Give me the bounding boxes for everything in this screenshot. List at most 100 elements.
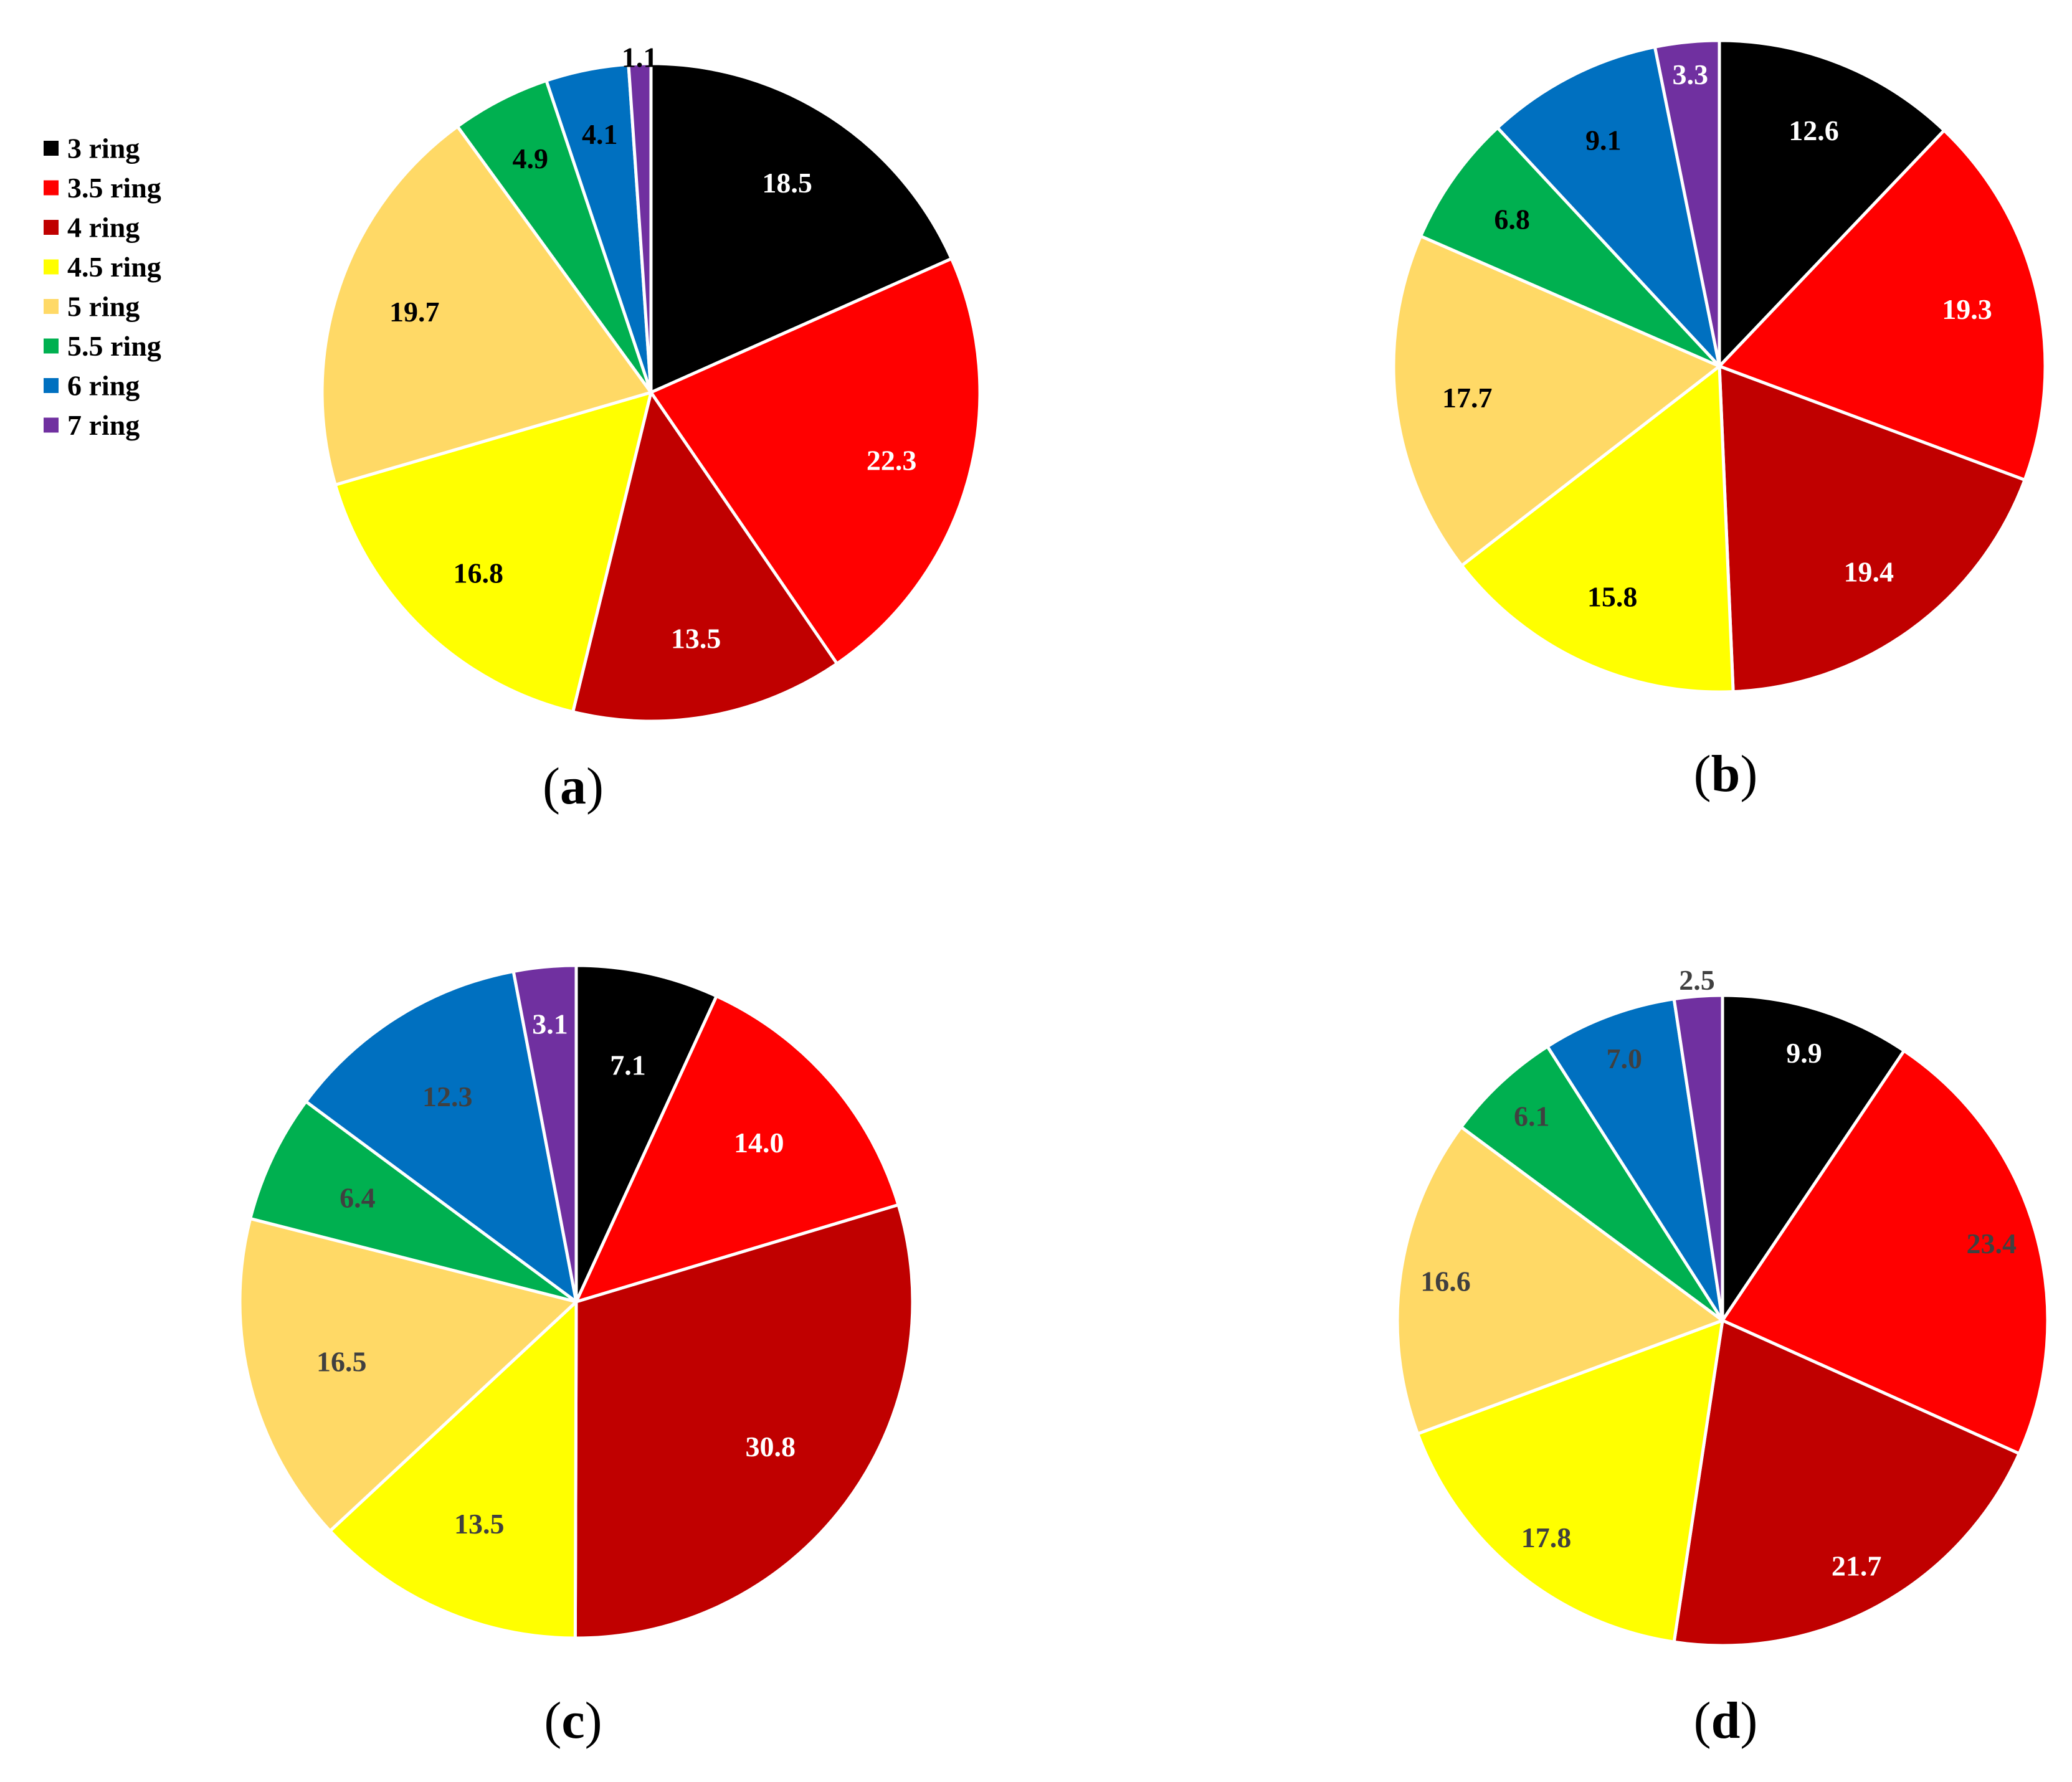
pie-slice bbox=[573, 1203, 915, 1640]
data-label: 16.6 bbox=[1420, 1266, 1471, 1297]
pie-slice bbox=[1721, 993, 1906, 1322]
pie-slice bbox=[249, 1100, 578, 1304]
pie-slice bbox=[511, 964, 578, 1304]
pie-slice bbox=[649, 257, 982, 665]
pie-chart-a: 18.5 22.3 13.5 16.8 19.7 4.9 4.1 1.1 (a) bbox=[320, 41, 982, 815]
data-label: 4.9 bbox=[513, 143, 549, 174]
data-label: 3.3 bbox=[1672, 59, 1708, 90]
data-label: 21.7 bbox=[1832, 1550, 1882, 1582]
pie-slice bbox=[333, 391, 653, 714]
data-label: 23.4 bbox=[1966, 1228, 2017, 1259]
panel-letter: a bbox=[560, 757, 586, 815]
data-label: 19.3 bbox=[1942, 293, 1992, 325]
panel-label: (c) bbox=[544, 1692, 602, 1750]
pie-chart-c: 7.1 14.0 30.8 13.5 16.5 6.4 12.3 3.1 (c) bbox=[238, 964, 915, 1750]
pie-slice bbox=[574, 994, 900, 1304]
data-label: 22.3 bbox=[867, 445, 917, 476]
legend-swatch bbox=[44, 180, 59, 196]
data-label: 6.8 bbox=[1494, 204, 1530, 235]
legend-swatch bbox=[44, 220, 59, 235]
legend-label: 5 ring bbox=[67, 291, 140, 323]
panel-letter: b bbox=[1711, 745, 1741, 803]
legend-item: 3 ring bbox=[44, 133, 140, 164]
pie-slice bbox=[1672, 993, 1724, 1322]
data-label: 17.7 bbox=[1442, 382, 1493, 414]
data-label: 16.8 bbox=[453, 557, 503, 589]
panel-letter: c bbox=[561, 1692, 584, 1750]
data-label: 7.0 bbox=[1607, 1043, 1643, 1074]
pie-slice bbox=[304, 970, 578, 1304]
legend-swatch bbox=[44, 417, 59, 433]
data-label: 13.5 bbox=[671, 622, 721, 654]
pie-slice bbox=[1496, 45, 1721, 368]
data-label: 12.6 bbox=[1789, 115, 1839, 146]
legend-label: 3 ring bbox=[67, 133, 140, 164]
legend-label: 4 ring bbox=[67, 212, 140, 244]
legend-swatch bbox=[44, 338, 59, 354]
data-label: 15.8 bbox=[1587, 581, 1638, 613]
pie-slice bbox=[627, 62, 653, 394]
pie-slice bbox=[1416, 1319, 1724, 1644]
panel-label: (a) bbox=[543, 757, 604, 815]
pie-slice bbox=[1718, 128, 2047, 481]
pie-slice bbox=[1672, 1319, 2021, 1647]
data-label: 19.7 bbox=[389, 296, 440, 328]
data-label: 6.1 bbox=[1514, 1100, 1550, 1132]
legend-swatch bbox=[44, 299, 59, 314]
legend-label: 3.5 ring bbox=[67, 172, 161, 204]
pie-slice bbox=[1718, 39, 1946, 368]
pie-slice bbox=[328, 1300, 578, 1640]
data-label: 4.1 bbox=[582, 118, 618, 150]
data-label: 12.3 bbox=[422, 1081, 473, 1112]
legend-item: 3.5 ring bbox=[44, 172, 161, 204]
pie-slice bbox=[1460, 364, 1735, 694]
pie-slice bbox=[455, 78, 653, 394]
legend: 3 ring 3.5 ring 4 ring 4.5 ring 5 ring 5.5 ri… bbox=[44, 133, 161, 441]
data-label: 19.4 bbox=[1844, 556, 1894, 588]
pie-slice bbox=[649, 62, 953, 394]
data-label: 17.8 bbox=[1521, 1522, 1572, 1553]
data-label: 9.9 bbox=[1786, 1037, 1822, 1069]
pie-slice bbox=[1546, 997, 1724, 1322]
legend-item: 5 ring bbox=[44, 291, 140, 323]
pie-slice bbox=[1721, 1049, 2050, 1456]
panel-label: (b) bbox=[1694, 745, 1758, 803]
data-label: 9.1 bbox=[1585, 125, 1622, 156]
panel-letter: d bbox=[1711, 1692, 1741, 1750]
legend-item: 4.5 ring bbox=[44, 251, 161, 283]
legend-label: 7 ring bbox=[67, 409, 140, 441]
legend-swatch bbox=[44, 259, 59, 275]
legend-item: 4 ring bbox=[44, 212, 140, 244]
legend-label: 5.5 ring bbox=[67, 330, 161, 362]
pie-slice bbox=[1459, 1045, 1724, 1322]
data-label: 6.4 bbox=[340, 1182, 376, 1214]
data-label: 1.1 bbox=[622, 41, 658, 73]
data-label: 16.5 bbox=[316, 1346, 367, 1378]
panel-label: (d) bbox=[1694, 1692, 1758, 1750]
pie-chart-b: 12.6 19.3 19.4 15.8 17.7 6.8 9.1 3.3 (b) bbox=[1392, 39, 2047, 803]
pie-slice bbox=[238, 1216, 578, 1533]
legend-label: 6 ring bbox=[67, 370, 140, 402]
legend-swatch bbox=[44, 141, 59, 156]
pie-slice bbox=[1392, 234, 1721, 567]
pie-slice bbox=[1653, 39, 1721, 368]
pie-slice bbox=[574, 964, 718, 1304]
data-label: 18.5 bbox=[762, 167, 812, 199]
pie-slice bbox=[1718, 364, 2027, 694]
data-label: 7.1 bbox=[610, 1050, 646, 1081]
pie-slice bbox=[320, 125, 653, 486]
legend-item: 6 ring bbox=[44, 370, 140, 402]
pie-chart-d: 9.9 23.4 21.7 17.8 16.6 6.1 7.0 2.5 (d) bbox=[1395, 964, 2050, 1750]
pie-slice bbox=[1395, 1125, 1724, 1436]
data-label: 2.5 bbox=[1679, 964, 1715, 996]
data-label: 13.5 bbox=[454, 1508, 505, 1540]
legend-label: 4.5 ring bbox=[67, 251, 161, 283]
legend-item: 7 ring bbox=[44, 409, 140, 441]
data-label: 14.0 bbox=[734, 1127, 784, 1159]
pie-slice bbox=[571, 391, 839, 723]
pie-slice bbox=[1419, 126, 1721, 368]
data-label: 30.8 bbox=[745, 1431, 796, 1462]
legend-item: 5.5 ring bbox=[44, 330, 161, 362]
data-label: 3.1 bbox=[532, 1008, 568, 1040]
